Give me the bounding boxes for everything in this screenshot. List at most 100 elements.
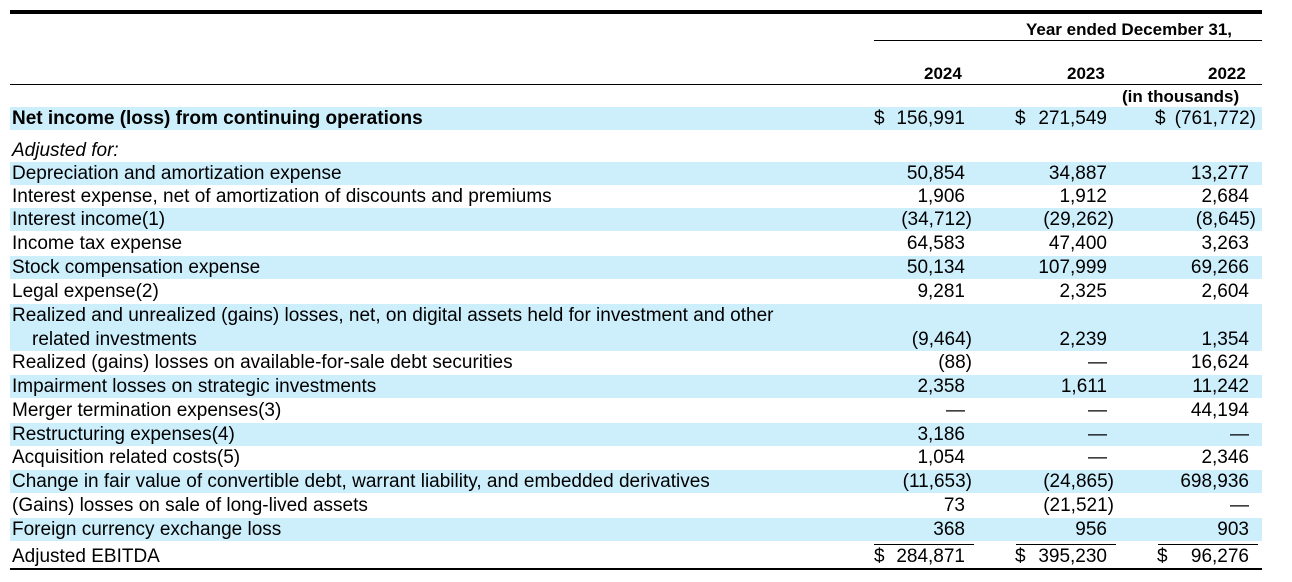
year-2022-header: 2022 (1208, 64, 1246, 83)
value-2024: 50,134 (906, 257, 965, 278)
value-2023: — (1088, 400, 1107, 421)
value-2022: 2,604 (1201, 281, 1249, 302)
table-row: Foreign currency exchange loss 368 956 9… (10, 518, 1262, 541)
dollar-sign: $ (874, 108, 885, 129)
bottom-border (10, 568, 1262, 570)
value-2023: (21,521) (1043, 495, 1114, 516)
row-label: Adjusted EBITDA (12, 546, 160, 567)
value-2023: 395,230 (1038, 546, 1107, 567)
value-2022: 698,936 (1180, 471, 1249, 492)
row-label: (Gains) losses on sale of long-lived ass… (12, 495, 368, 516)
value-2022: 44,194 (1190, 400, 1249, 421)
row-label: Interest expense, net of amortization of… (12, 186, 552, 207)
value-2024: 3,186 (917, 424, 965, 445)
value-2024: 50,854 (906, 163, 965, 184)
row-label: Income tax expense (12, 233, 183, 254)
table-row: Impairment losses on strategic investmen… (10, 375, 1262, 398)
value-2024: (9,464) (911, 329, 972, 350)
row-label: Realized and unrealized (gains) losses, … (12, 305, 774, 326)
value-2023: — (1088, 447, 1107, 468)
table-row: Net income (loss) from continuing operat… (10, 107, 1262, 130)
row-label: Adjusted for: (12, 140, 119, 161)
value-2022: — (1230, 424, 1249, 445)
row-label-continued: related investments (32, 329, 197, 350)
value-2022: (761,772) (1174, 108, 1256, 129)
row-label: Stock compensation expense (12, 257, 261, 278)
table-row: Interest income(1) (34,712) (29,262) (8,… (10, 208, 1262, 231)
value-2024: (11,653) (902, 471, 972, 492)
dollar-sign: $ (1015, 108, 1026, 129)
value-2024: 9,281 (917, 281, 965, 302)
value-2023: 47,400 (1048, 233, 1107, 254)
table-row: Realized and unrealized (gains) losses, … (10, 304, 1262, 351)
table-row: Restructuring expenses(4) 3,186 — — (10, 423, 1262, 446)
value-2023: 1,912 (1059, 186, 1107, 207)
value-2024: 1,054 (917, 447, 965, 468)
period-underline (874, 40, 1262, 41)
value-2024: (34,712) (901, 209, 972, 230)
dollar-sign: $ (1155, 108, 1166, 129)
value-2023: — (1088, 352, 1107, 373)
row-label: Net income (loss) from continuing operat… (12, 108, 423, 129)
row-label: Depreciation and amortization expense (12, 163, 342, 184)
value-2023: 1,611 (1060, 376, 1107, 397)
table-row: Realized (gains) losses on available-for… (10, 351, 1262, 374)
dollar-sign: $ (1157, 546, 1168, 567)
value-2022: — (1230, 495, 1249, 516)
row-label: Foreign currency exchange loss (12, 519, 282, 540)
value-2022: 3,263 (1201, 233, 1249, 254)
table-row: Change in fair value of convertible debt… (10, 470, 1262, 493)
row-label: Interest income(1) (12, 209, 166, 230)
value-2024: 2,358 (917, 376, 965, 397)
value-2023: 107,999 (1038, 257, 1107, 278)
value-2023: 34,887 (1048, 163, 1107, 184)
row-label: Merger termination expenses(3) (12, 400, 282, 421)
row-label: Realized (gains) losses on available-for… (12, 352, 513, 373)
year-2024-header: 2024 (924, 64, 962, 83)
value-2023: (29,262) (1043, 209, 1114, 230)
table-row: Acquisition related costs(5) 1,054 — 2,3… (10, 446, 1262, 469)
value-2022: 16,624 (1190, 352, 1249, 373)
table-row: Depreciation and amortization expense 50… (10, 162, 1262, 185)
table-row: Adjusted EBITDA $ 284,871 $ 395,230 $ 96… (10, 545, 1262, 568)
value-2023: 956 (1075, 519, 1107, 540)
row-label: Impairment losses on strategic investmen… (12, 376, 377, 397)
value-2024: 1,906 (917, 186, 965, 207)
value-2024: — (946, 400, 965, 421)
total-rule-2024 (874, 544, 974, 545)
value-2022: (8,645) (1195, 209, 1256, 230)
row-label: Legal expense(2) (12, 281, 159, 302)
value-2023: 2,239 (1059, 329, 1107, 350)
total-rule-2023 (1016, 544, 1116, 545)
value-2024: 368 (933, 519, 965, 540)
header-underline (10, 84, 1262, 85)
period-header: Year ended December 31, (1026, 20, 1233, 39)
value-2023: (24,865) (1043, 471, 1114, 492)
table-row: Stock compensation expense 50,134 107,99… (10, 256, 1262, 279)
value-2024: (88) (938, 352, 972, 373)
table-row: Adjusted for: (10, 139, 1262, 162)
row-label: Change in fair value of convertible debt… (12, 471, 710, 492)
row-label: Restructuring expenses(4) (12, 424, 235, 445)
value-2023: 271,549 (1038, 108, 1107, 129)
total-rule-2022 (1158, 544, 1258, 545)
dollar-sign: $ (874, 546, 885, 567)
value-2024: 284,871 (896, 546, 965, 567)
value-2022: 1,354 (1201, 329, 1249, 350)
value-2022: 69,266 (1190, 257, 1249, 278)
value-2022: 2,346 (1201, 447, 1249, 468)
dollar-sign: $ (1015, 546, 1026, 567)
value-2022: 11,242 (1192, 376, 1249, 397)
table-row: Interest expense, net of amortization of… (10, 185, 1262, 208)
top-border (10, 10, 1262, 14)
row-label: Acquisition related costs(5) (12, 447, 241, 468)
value-2022: 96,276 (1190, 546, 1249, 567)
table-row: Merger termination expenses(3) — — 44,19… (10, 399, 1262, 422)
unit-note: (in thousands) (1122, 87, 1240, 106)
table-row: (Gains) losses on sale of long-lived ass… (10, 494, 1262, 517)
value-2024: 64,583 (906, 233, 965, 254)
value-2022: 903 (1217, 519, 1249, 540)
value-2023: — (1088, 424, 1107, 445)
value-2022: 2,684 (1201, 186, 1249, 207)
value-2024: 156,991 (896, 108, 965, 129)
